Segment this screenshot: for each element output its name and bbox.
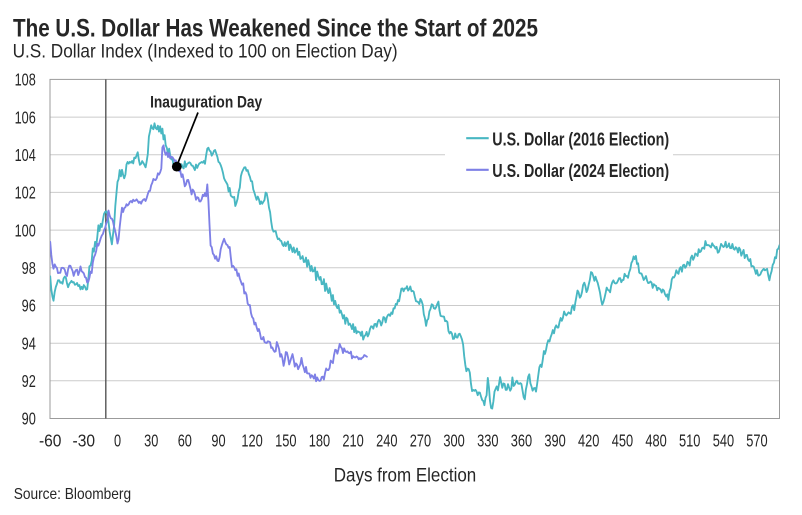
- svg-text:60: 60: [178, 431, 192, 450]
- svg-text:390: 390: [544, 431, 565, 450]
- svg-text:108: 108: [15, 71, 36, 90]
- svg-text:96: 96: [22, 297, 36, 316]
- svg-text:510: 510: [679, 431, 700, 450]
- svg-text:The U.S. Dollar Has Weakened S: The U.S. Dollar Has Weakened Since the S…: [13, 15, 538, 43]
- svg-text:210: 210: [342, 431, 363, 450]
- svg-text:102: 102: [15, 184, 36, 203]
- svg-text:U.S. Dollar (2024 Election): U.S. Dollar (2024 Election): [492, 161, 669, 182]
- svg-text:100: 100: [15, 221, 36, 240]
- svg-text:Inauguration Day: Inauguration Day: [150, 93, 262, 111]
- svg-text:570: 570: [746, 431, 767, 450]
- svg-text:330: 330: [477, 431, 498, 450]
- svg-text:U.S. Dollar (2016 Election): U.S. Dollar (2016 Election): [492, 129, 669, 150]
- svg-text:240: 240: [376, 431, 397, 450]
- svg-text:180: 180: [309, 431, 330, 450]
- svg-text:480: 480: [645, 431, 666, 450]
- svg-text:150: 150: [275, 431, 296, 450]
- svg-text:270: 270: [410, 431, 431, 450]
- svg-text:-30: -30: [73, 431, 96, 450]
- svg-text:98: 98: [22, 259, 36, 278]
- svg-text:Days from Election: Days from Election: [334, 465, 477, 486]
- svg-text:92: 92: [22, 372, 36, 391]
- svg-text:300: 300: [443, 431, 464, 450]
- svg-text:360: 360: [511, 431, 532, 450]
- svg-text:Source: Bloomberg: Source: Bloomberg: [14, 486, 131, 503]
- svg-text:450: 450: [612, 431, 633, 450]
- svg-text:30: 30: [144, 431, 158, 450]
- svg-text:0: 0: [114, 431, 121, 450]
- svg-text:420: 420: [578, 431, 599, 450]
- svg-text:90: 90: [22, 410, 36, 429]
- svg-text:120: 120: [241, 431, 262, 450]
- svg-text:U.S. Dollar Index (Indexed to: U.S. Dollar Index (Indexed to 100 on Ele…: [13, 40, 398, 62]
- svg-text:106: 106: [15, 108, 36, 127]
- svg-text:90: 90: [211, 431, 225, 450]
- svg-text:94: 94: [22, 334, 36, 353]
- svg-text:540: 540: [713, 431, 734, 450]
- svg-text:104: 104: [15, 146, 36, 165]
- svg-text:-60: -60: [39, 431, 62, 450]
